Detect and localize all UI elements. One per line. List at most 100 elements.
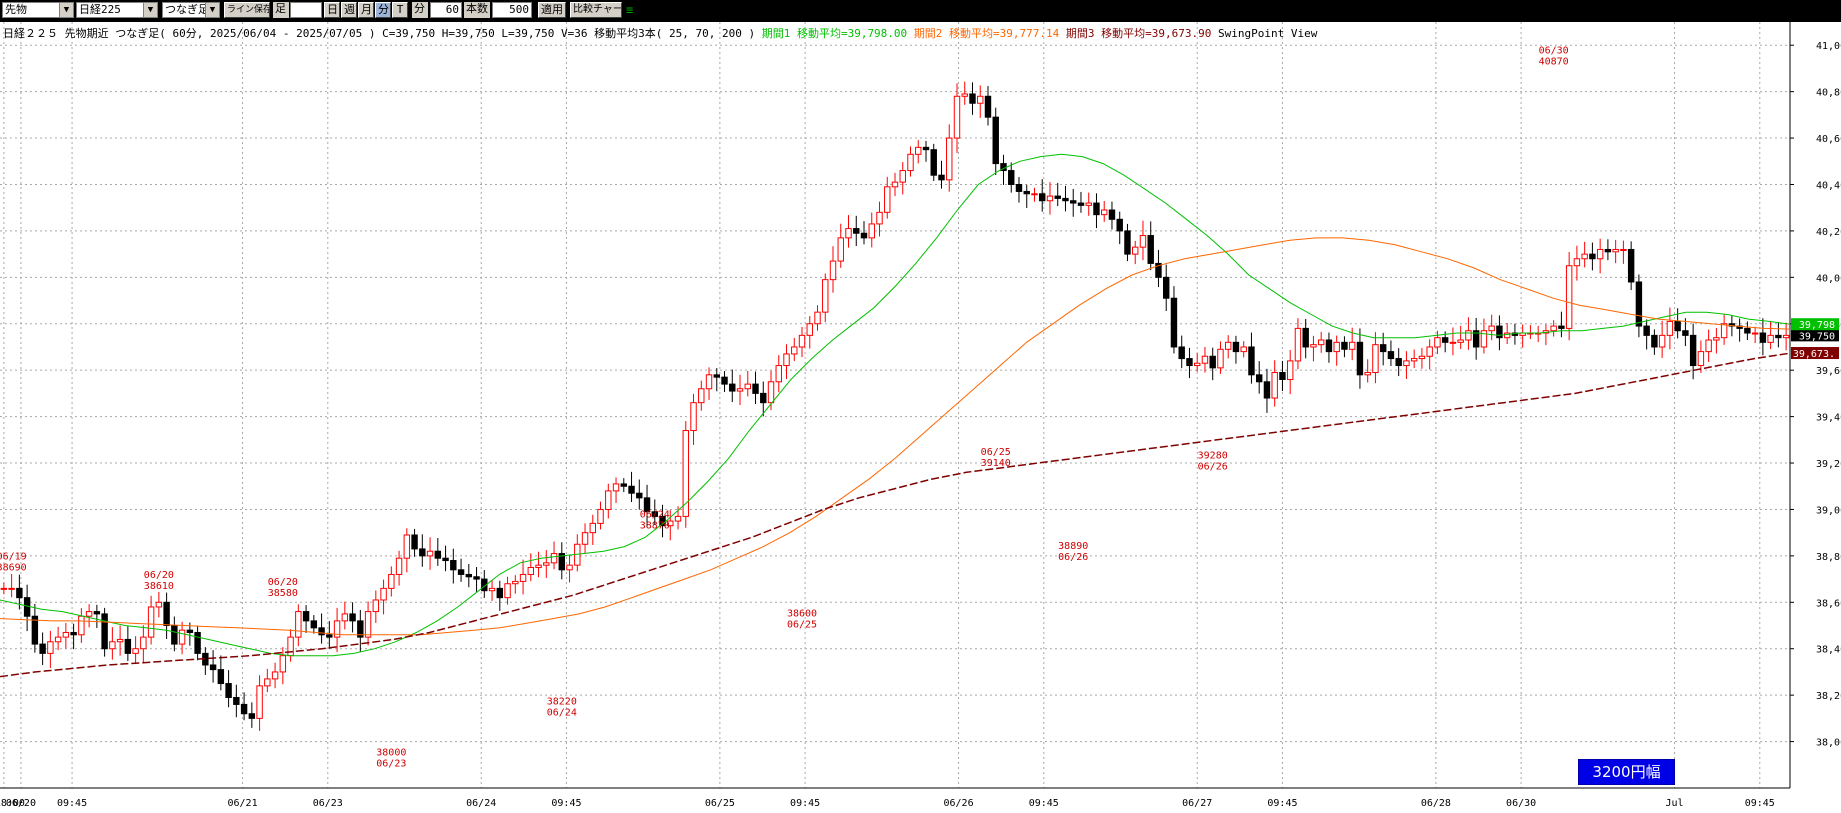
toolbar: 先物 ▼ 日経225 ▼ つなぎ足 ▼ ライン保存 足 日 週 月 分 T 分 60 … bbox=[0, 0, 1841, 22]
candle-body bbox=[1139, 235, 1147, 248]
candle-body bbox=[163, 601, 170, 627]
candlestick-chart[interactable]: 41,00040,80040,60040,40040,20040,00039,8… bbox=[0, 22, 1841, 813]
candle-body bbox=[1775, 334, 1782, 339]
chevron-down-icon: ▼ bbox=[205, 3, 219, 17]
chart-settings-icon[interactable]: ≡ bbox=[626, 3, 634, 17]
candle-body bbox=[1310, 344, 1317, 348]
compare-chart-button[interactable]: 比較チャート bbox=[570, 2, 622, 18]
y-tick-label: 38,400 bbox=[1816, 645, 1841, 656]
candle-body bbox=[744, 383, 751, 390]
candle-body bbox=[1201, 355, 1209, 364]
candle-body bbox=[465, 573, 473, 578]
candle-body bbox=[109, 641, 116, 650]
candle-body bbox=[752, 383, 759, 394]
y-tick-label: 38,800 bbox=[1816, 552, 1841, 563]
x-tick-label: 06/20 bbox=[6, 798, 36, 809]
candle-body bbox=[1193, 362, 1201, 367]
market-value: 先物 bbox=[5, 3, 27, 16]
candle-body bbox=[357, 620, 364, 638]
candle-body bbox=[907, 153, 914, 172]
apply-button[interactable]: 適用 bbox=[538, 2, 566, 18]
candle-body bbox=[1472, 330, 1480, 348]
candle-body bbox=[240, 703, 248, 715]
candle-body bbox=[1395, 358, 1402, 367]
candle-body bbox=[767, 381, 775, 404]
period-day-button[interactable]: 日 bbox=[324, 2, 340, 18]
contract-value: つなぎ足 bbox=[165, 3, 209, 16]
candle-body bbox=[1713, 337, 1720, 341]
candle-body bbox=[1705, 339, 1712, 353]
minute-input[interactable]: 60 bbox=[430, 2, 462, 18]
swing-label: SwingPoint View bbox=[1218, 27, 1318, 40]
swing-point-date: 06/30 bbox=[1539, 45, 1569, 56]
candle-body bbox=[853, 228, 860, 234]
bar-input[interactable] bbox=[290, 2, 322, 18]
ma3-price-label: 39,673. bbox=[1793, 349, 1835, 360]
candle-body bbox=[419, 548, 426, 557]
ohlc-readout: C=39,750 H=39,750 L=39,750 V=36 bbox=[382, 27, 588, 40]
candle-body bbox=[705, 374, 713, 390]
swing-point-price: 40870 bbox=[1539, 56, 1569, 67]
candle-body bbox=[775, 365, 782, 383]
candle-body bbox=[512, 580, 519, 585]
candle-body bbox=[1255, 374, 1263, 383]
x-tick-label: 06/25 bbox=[705, 798, 735, 809]
swing-point-date: 38000 bbox=[376, 748, 406, 759]
candle-body bbox=[1697, 351, 1705, 367]
candle-body bbox=[922, 146, 930, 151]
y-tick-label: 38,600 bbox=[1816, 598, 1841, 609]
candle-body bbox=[1387, 351, 1395, 360]
chevron-down-icon: ▼ bbox=[143, 3, 157, 17]
swing-point-price: 38870 bbox=[640, 521, 670, 532]
candle-body bbox=[1403, 360, 1410, 367]
y-tick-label: 38,000 bbox=[1816, 738, 1841, 749]
candle-body bbox=[984, 95, 992, 118]
candle-body bbox=[54, 636, 62, 643]
candle-body bbox=[1434, 337, 1441, 348]
symbol-select[interactable]: 日経225 ▼ bbox=[76, 2, 158, 18]
candle-body bbox=[891, 181, 899, 188]
x-tick-label: 09:45 bbox=[551, 798, 581, 809]
candle-body bbox=[31, 615, 39, 645]
candle-body bbox=[1457, 339, 1464, 343]
candle-body bbox=[690, 402, 697, 432]
candle-body bbox=[721, 376, 728, 385]
ma-line-3 bbox=[0, 352, 1791, 678]
contract-select[interactable]: つなぎ足 ▼ bbox=[162, 2, 220, 18]
last-price-label: 39,750 bbox=[1799, 331, 1835, 342]
swing-point-date: 06/20 bbox=[144, 570, 174, 581]
candle-body bbox=[1604, 248, 1612, 253]
candle-body bbox=[85, 611, 93, 617]
count-input[interactable]: 500 bbox=[492, 2, 532, 18]
candle-body bbox=[178, 629, 186, 645]
candle-body bbox=[1240, 346, 1247, 353]
candle-body bbox=[1031, 193, 1038, 196]
candle-body bbox=[938, 174, 945, 181]
candle-body bbox=[1488, 325, 1495, 332]
candle-body bbox=[698, 388, 705, 404]
period-minute-button[interactable]: 分 bbox=[375, 2, 391, 18]
period-week-button[interactable]: 週 bbox=[341, 2, 357, 18]
candle-body bbox=[1217, 348, 1224, 369]
market-select[interactable]: 先物 ▼ bbox=[2, 2, 74, 18]
swing-point-price: 38580 bbox=[268, 588, 298, 599]
candle-body bbox=[1124, 230, 1131, 255]
x-tick-label: 09:45 bbox=[1745, 798, 1775, 809]
y-tick-label: 40,400 bbox=[1816, 180, 1841, 191]
ma1-price-label-box bbox=[1791, 318, 1839, 331]
x-tick-label: 06/23 bbox=[313, 798, 343, 809]
candle-body bbox=[1248, 346, 1255, 376]
ma-line-2 bbox=[0, 237, 1791, 636]
x-tick-label: 06/28 bbox=[1421, 798, 1451, 809]
candle-body bbox=[1643, 325, 1650, 336]
save-line-button[interactable]: ライン保存 bbox=[224, 2, 270, 18]
period-tick-button[interactable]: T bbox=[392, 2, 408, 18]
period-month-button[interactable]: 月 bbox=[358, 2, 374, 18]
chart-area[interactable]: 41,00040,80040,60040,40040,20040,00039,8… bbox=[0, 22, 1841, 813]
candle-body bbox=[977, 95, 984, 104]
candle-body bbox=[736, 388, 744, 392]
candle-body bbox=[946, 137, 953, 181]
swing-point-price: 06/25 bbox=[787, 619, 817, 630]
candle-body bbox=[667, 520, 674, 527]
candle-body bbox=[829, 260, 837, 281]
